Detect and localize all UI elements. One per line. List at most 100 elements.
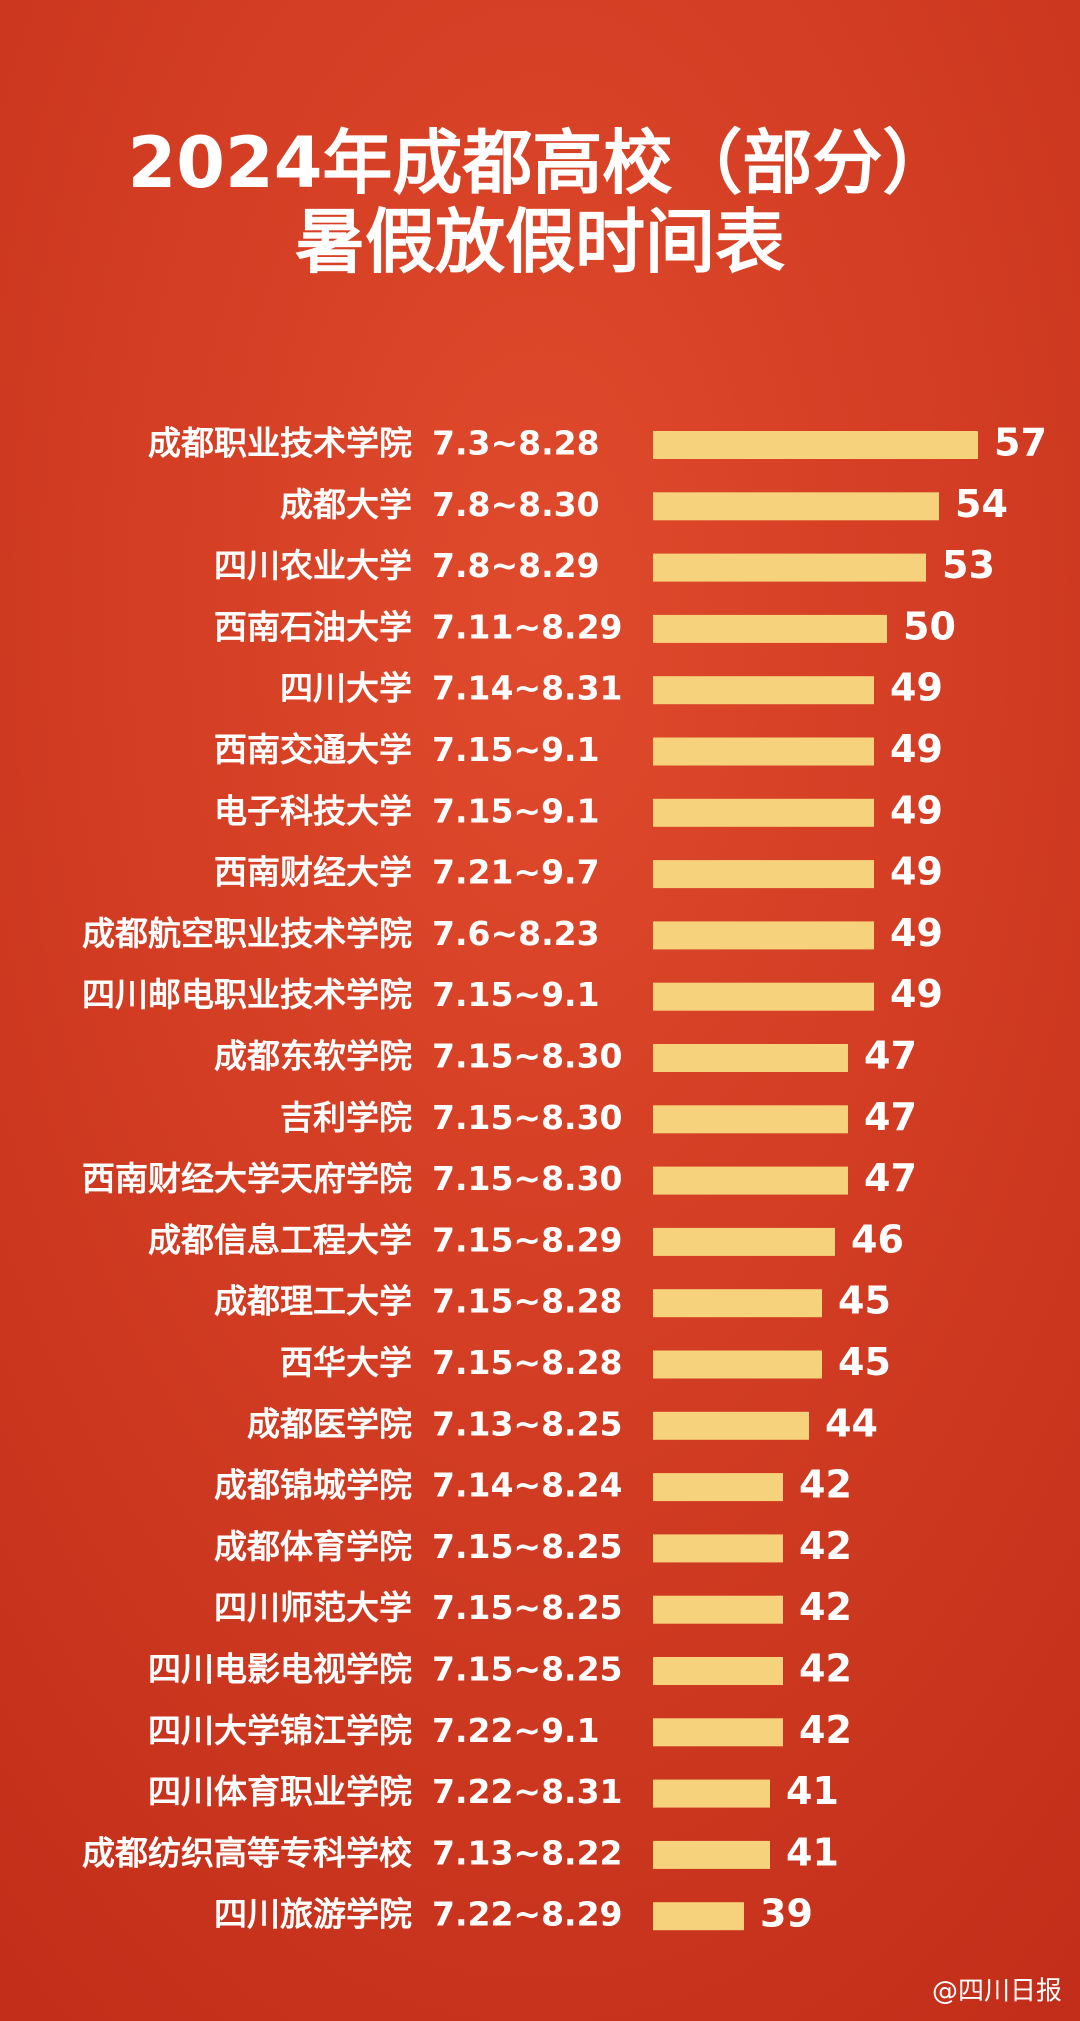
bar	[653, 553, 926, 582]
category-label: 西南石油大学	[214, 607, 412, 646]
date-range: 7.8~8.29	[432, 546, 600, 585]
category-label: 成都职业技术学院	[148, 424, 412, 463]
date-range: 7.8~8.30	[432, 485, 600, 524]
value-label: 49	[890, 666, 943, 710]
date-range: 7.6~8.23	[432, 914, 600, 953]
category-label: 西南财经大学	[214, 853, 412, 892]
category-label: 成都东软学院	[214, 1037, 412, 1076]
date-range: 7.14~8.24	[432, 1466, 623, 1505]
bar	[653, 921, 874, 950]
bar	[653, 798, 874, 827]
bar	[653, 492, 939, 521]
date-range: 7.15~9.1	[432, 975, 600, 1014]
bar	[653, 1840, 770, 1869]
value-label: 42	[799, 1585, 852, 1629]
date-range: 7.14~8.31	[432, 669, 623, 708]
value-label: 50	[903, 604, 956, 648]
value-label: 49	[890, 911, 943, 955]
category-label: 四川大学	[280, 669, 412, 708]
bar	[653, 1902, 744, 1931]
bar	[653, 1105, 848, 1134]
category-label: 四川大学锦江学院	[148, 1711, 412, 1750]
bar	[653, 737, 874, 766]
category-label: 成都理工大学	[214, 1282, 412, 1321]
category-label: 成都锦城学院	[214, 1466, 412, 1505]
date-range: 7.15~8.30	[432, 1098, 623, 1137]
value-label: 57	[994, 421, 1047, 465]
date-range: 7.13~8.22	[432, 1833, 623, 1872]
category-label: 成都医学院	[247, 1404, 412, 1443]
category-label: 西南财经大学天府学院	[82, 1159, 412, 1198]
date-range: 7.15~8.28	[432, 1282, 623, 1321]
value-label: 53	[942, 543, 995, 587]
date-range: 7.15~8.30	[432, 1159, 623, 1198]
date-range: 7.22~9.1	[432, 1711, 600, 1750]
chart-title: 2024年成都高校（部分）	[128, 122, 953, 204]
value-label: 45	[838, 1340, 891, 1384]
bar	[653, 676, 874, 705]
bar	[653, 1166, 848, 1195]
bar	[653, 1044, 848, 1072]
value-label: 42	[799, 1647, 852, 1691]
date-range: 7.15~9.1	[432, 791, 600, 830]
value-label: 54	[955, 482, 1008, 526]
bar	[653, 1718, 783, 1747]
value-label: 41	[786, 1830, 839, 1874]
date-range: 7.15~8.25	[432, 1650, 623, 1689]
date-range: 7.22~8.29	[432, 1895, 623, 1934]
category-label: 四川体育职业学院	[148, 1772, 412, 1811]
bar	[653, 1350, 822, 1379]
bar	[653, 982, 874, 1011]
date-range: 7.15~8.25	[432, 1588, 623, 1627]
date-range: 7.15~8.28	[432, 1343, 623, 1382]
value-label: 47	[864, 1034, 917, 1078]
category-label: 四川农业大学	[214, 546, 412, 585]
date-range: 7.15~8.29	[432, 1220, 623, 1259]
bar	[653, 1289, 822, 1318]
bar	[653, 1779, 770, 1808]
value-label: 42	[799, 1524, 852, 1568]
category-label: 电子科技大学	[214, 791, 412, 830]
chart-title: 暑假放假时间表	[295, 201, 785, 283]
value-label: 47	[864, 1095, 917, 1139]
category-label: 成都大学	[280, 485, 412, 524]
bar	[653, 1411, 809, 1440]
bar	[653, 614, 887, 643]
bar	[653, 860, 874, 889]
value-label: 42	[799, 1463, 852, 1507]
date-range: 7.3~8.28	[432, 424, 600, 463]
value-label: 49	[890, 850, 943, 894]
category-label: 四川师范大学	[214, 1588, 412, 1627]
date-range: 7.13~8.25	[432, 1404, 623, 1443]
category-label: 四川旅游学院	[214, 1895, 412, 1934]
source: @四川日报	[932, 1977, 1062, 2007]
value-label: 49	[890, 972, 943, 1016]
category-label: 西南交通大学	[214, 730, 412, 769]
value-label: 49	[890, 788, 943, 832]
category-label: 四川电影电视学院	[148, 1650, 412, 1689]
value-label: 45	[838, 1279, 891, 1323]
bar	[653, 1473, 783, 1502]
value-label: 47	[864, 1156, 917, 1200]
date-range: 7.22~8.31	[432, 1772, 623, 1811]
category-label: 成都体育学院	[214, 1527, 412, 1566]
value-label: 42	[799, 1708, 852, 1752]
bar	[653, 1657, 783, 1685]
bar	[653, 1595, 783, 1624]
date-range: 7.15~8.30	[432, 1037, 623, 1076]
bar	[653, 1227, 835, 1256]
value-label: 44	[825, 1401, 878, 1445]
category-label: 成都航空职业技术学院	[82, 914, 412, 953]
category-label: 成都信息工程大学	[148, 1220, 412, 1259]
value-label: 46	[851, 1217, 904, 1261]
category-label: 成都纺织高等专科学校	[82, 1833, 412, 1872]
date-range: 7.15~8.25	[432, 1527, 623, 1566]
date-range: 7.11~8.29	[432, 607, 623, 646]
category-label: 吉利学院	[280, 1098, 412, 1137]
bar	[653, 431, 978, 459]
date-range: 7.21~9.7	[432, 853, 600, 892]
category-label: 西华大学	[280, 1343, 412, 1382]
value-label: 39	[760, 1892, 813, 1936]
